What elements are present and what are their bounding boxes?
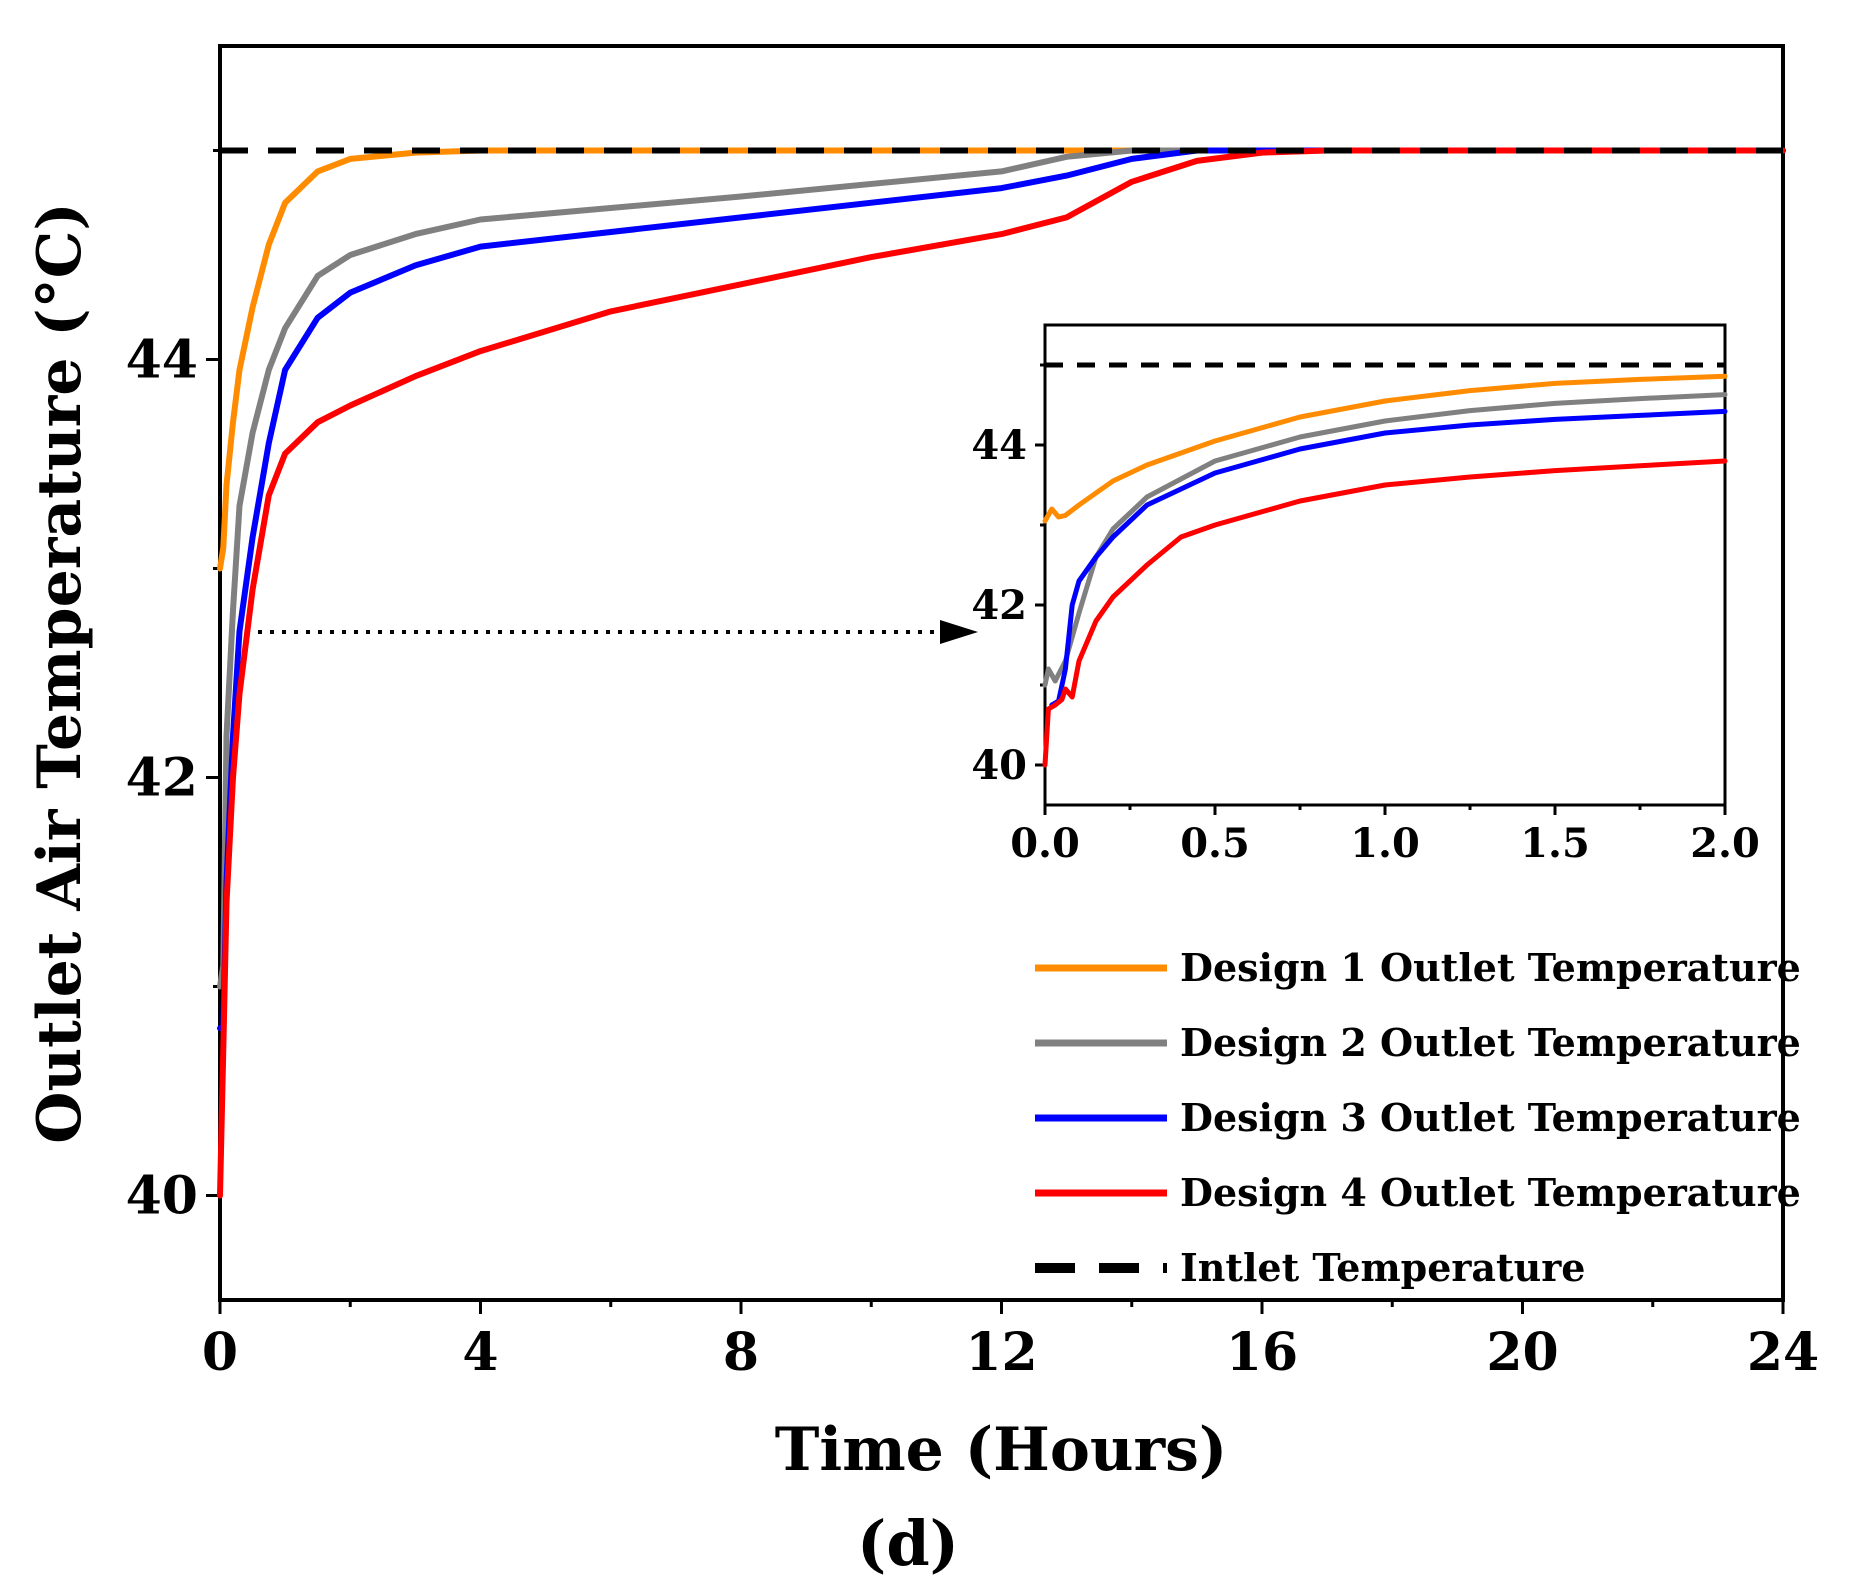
inset-series-design-4: [1042, 458, 1728, 768]
inset-series-design-2: [1042, 392, 1728, 688]
main-y-tick-label: 40: [126, 1166, 198, 1227]
main-series-design-2-outlet-temperature: [217, 147, 1786, 990]
main-x-tick-label: 20: [1486, 1322, 1558, 1383]
y-axis-title: Outlet Air Temperature (°C): [25, 202, 95, 1144]
inset-plot-frame: [1043, 323, 1727, 807]
inset-y-tick-label: 40: [971, 742, 1027, 789]
x-axis-title: Time (Hours): [775, 1415, 1228, 1485]
legend: Design 1 Outlet Temperature Design 2 Outl…: [1035, 945, 1801, 1290]
inset-x-tick-label: 1.0: [1350, 820, 1420, 867]
inset-x-tick-label: 2.0: [1690, 820, 1760, 867]
zoom-arrow: [258, 620, 978, 644]
legend-item: Intlet Temperature: [1035, 1245, 1585, 1290]
inset-y-tick-label: 42: [971, 582, 1027, 629]
main-x-tick-label: 0: [202, 1322, 238, 1383]
main-x-tick-label: 8: [723, 1322, 759, 1383]
main-x-tick-label: 12: [965, 1322, 1037, 1383]
legend-label: Design 4 Outlet Temperature: [1180, 1170, 1801, 1215]
inset-x-tick-label: 0.5: [1180, 820, 1250, 867]
inset-y-tick-label: 44: [971, 422, 1027, 469]
main-x-tick-label: 16: [1226, 1322, 1298, 1383]
legend-label: Intlet Temperature: [1180, 1245, 1585, 1290]
main-y-tick-label: 44: [126, 330, 198, 391]
legend-label: Design 3 Outlet Temperature: [1180, 1095, 1801, 1140]
legend-item: Design 2 Outlet Temperature: [1035, 1020, 1801, 1065]
inset-series-design-1: [1042, 373, 1728, 524]
main-x-tick-label: 24: [1747, 1322, 1819, 1383]
legend-item: Design 3 Outlet Temperature: [1035, 1095, 1801, 1140]
main-x-tick-label: 4: [462, 1322, 498, 1383]
main-series-design-4-outlet-temperature: [217, 147, 1786, 1199]
legend-item: Design 1 Outlet Temperature: [1035, 945, 1801, 990]
inset-x-tick-label: 0.0: [1010, 820, 1080, 867]
legend-label: Design 1 Outlet Temperature: [1180, 945, 1801, 990]
inset-x-tick-label: 1.5: [1520, 820, 1590, 867]
legend-label: Design 2 Outlet Temperature: [1180, 1020, 1801, 1065]
inset-series-design-3: [1049, 408, 1728, 708]
panel-label: (d): [857, 1507, 959, 1580]
legend-item: Design 4 Outlet Temperature: [1035, 1170, 1801, 1215]
main-y-tick-label: 42: [126, 748, 198, 809]
